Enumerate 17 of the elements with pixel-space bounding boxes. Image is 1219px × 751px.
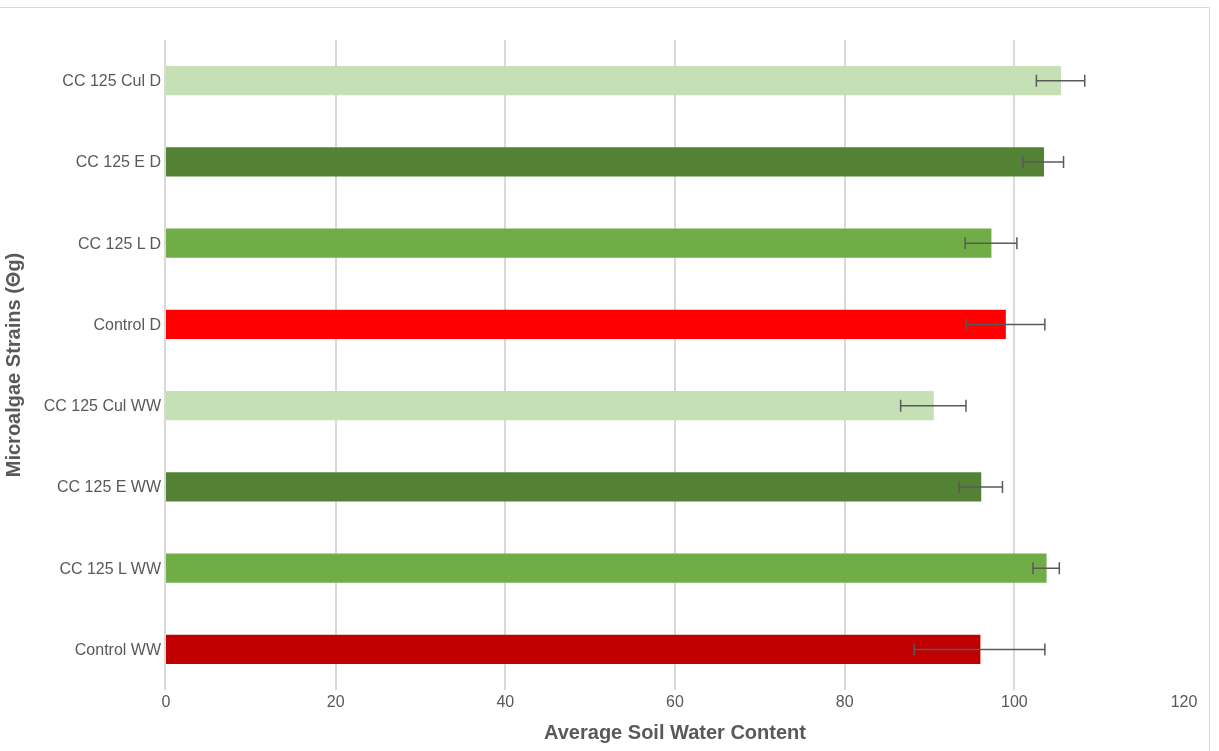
y-tick-label: CC 125 L WW [59,559,162,577]
x-tick-label: 40 [496,693,515,710]
x-tick-label: 120 [1170,693,1198,710]
y-tick-label: Control WW [74,640,162,658]
y-axis-title: Microalgae Strains (Θg) [1,252,24,478]
x-tick-label: 80 [835,693,854,710]
y-tick-label: CC 125 Cul WW [43,397,162,415]
x-tick-label: 20 [326,693,345,710]
x-tick-label: 60 [666,693,684,710]
y-tick-label: CC 125 L D [78,234,162,252]
x-tick-label: 100 [1000,693,1028,710]
y-tick-label: CC 125 E WW [57,478,162,496]
y-tick-label: Control D [93,315,162,333]
x-tick-label: 0 [161,693,171,710]
y-tick-label: CC 125 Cul D [62,72,162,90]
y-tick-label: CC 125 E D [75,153,162,171]
x-axis-title: Average Soil Water Content [544,720,807,743]
